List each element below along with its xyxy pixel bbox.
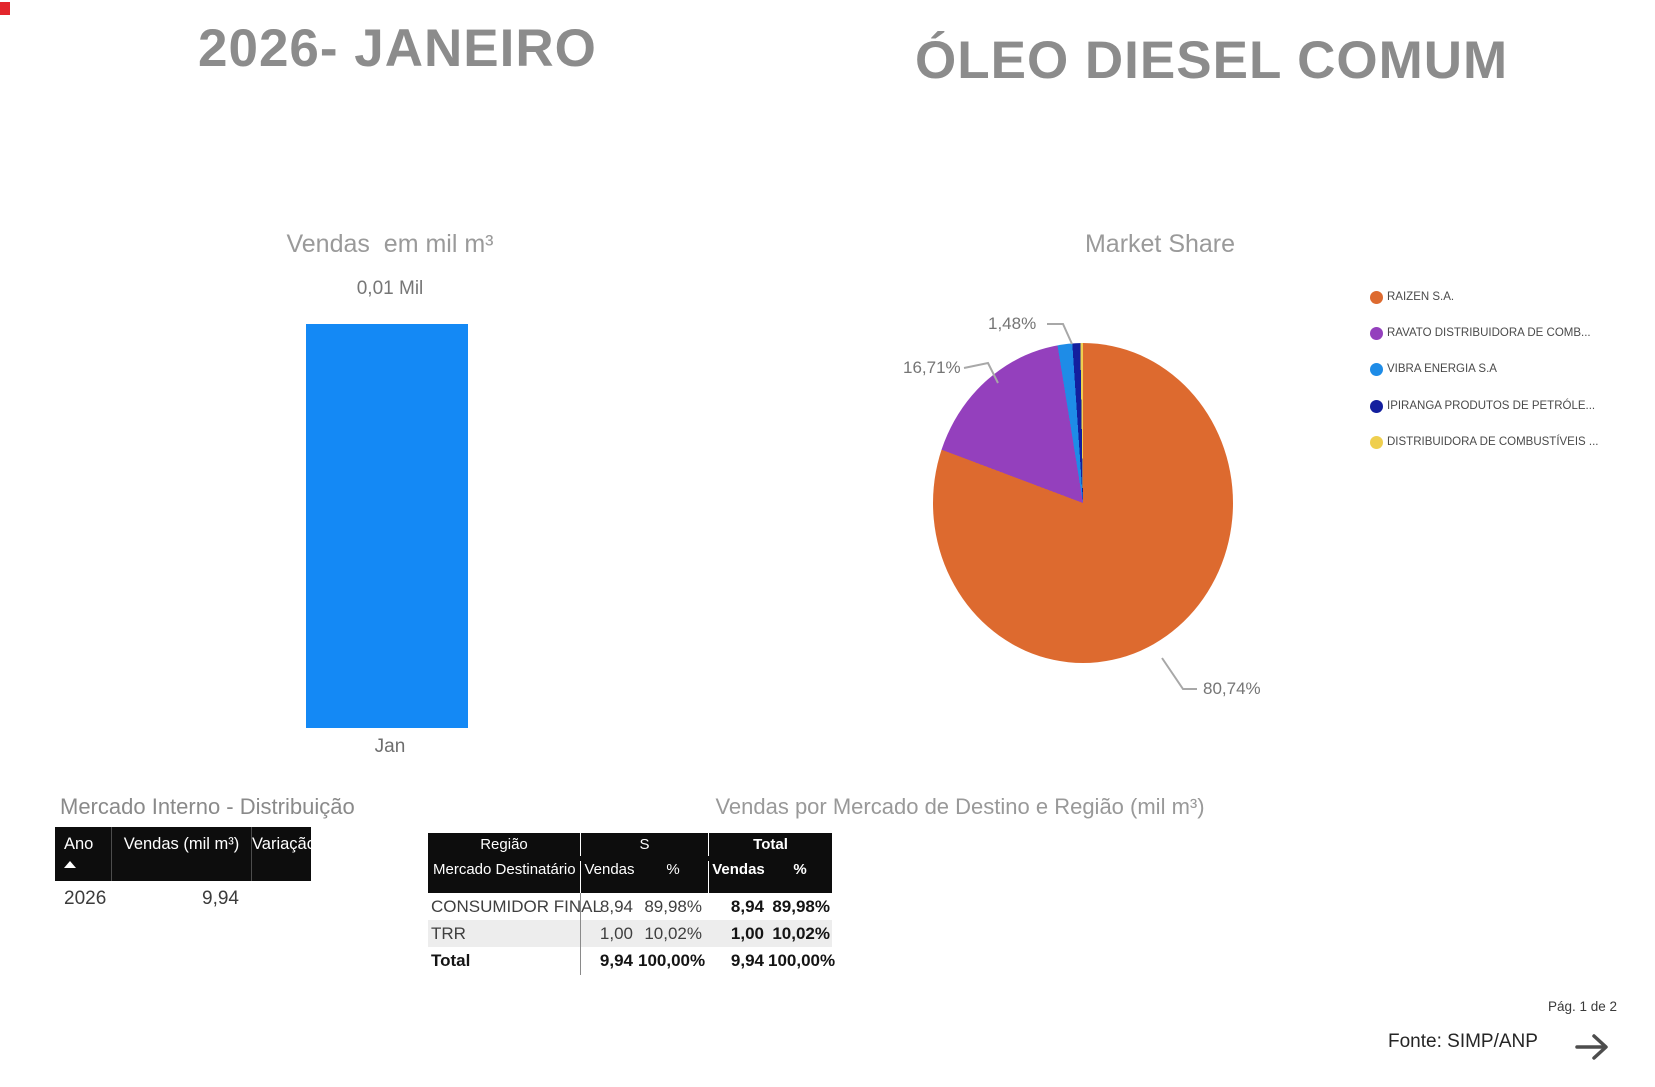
group-header-regiao: Região — [480, 836, 528, 853]
legend-label: VIBRA ENERGIA S.A — [1387, 363, 1497, 375]
corner-artifact — [0, 2, 10, 15]
table-row: CONSUMIDOR FINAL 8,94 89,98% 8,94 89,98% — [428, 893, 832, 920]
page-indicator: Pág. 1 de 2 — [1548, 999, 1618, 1014]
cell-variacao — [251, 888, 311, 910]
column-header-mercado[interactable]: Mercado Destinatário — [433, 861, 576, 878]
pie-callout-raizen: 80,74% — [1203, 679, 1261, 698]
cell-vendas: 9,94 — [202, 888, 239, 909]
cell-vendas-s: 8,94 — [599, 896, 633, 916]
column-header-vendas-total[interactable]: Vendas — [708, 861, 768, 893]
column-header-vendas-s[interactable]: Vendas — [580, 861, 638, 893]
pie-leader-lines — [963, 323, 1197, 690]
pie-legend: RAIZEN S.A. RAVATO DISTRIBUIDORA DE COMB… — [1370, 289, 1630, 459]
internal-market-table-title: Mercado Interno - Distribuição — [60, 794, 355, 819]
table-header-row: Mercado Destinatário Vendas % Vendas % — [428, 856, 832, 893]
bar-data-label: 0,01 Mil — [356, 278, 424, 299]
cell-vendas-total: 8,94 — [730, 896, 764, 916]
source-label: Fonte: SIMP/ANP — [1388, 1031, 1538, 1052]
cell-ano: 2026 — [64, 888, 107, 909]
column-header-ano[interactable]: Ano — [55, 827, 111, 881]
legend-label: RAVATO DISTRIBUIDORA DE COMB... — [1387, 327, 1591, 339]
table-row: 2026 9,94 — [55, 888, 311, 910]
cell-vendas-s: 9,94 — [599, 950, 633, 970]
legend-dot-icon — [1370, 290, 1383, 304]
cell-vendas-s: 1,00 — [599, 923, 633, 943]
column-header-variacao[interactable]: Variação — [251, 827, 316, 881]
cell-vendas-total: 9,94 — [730, 950, 764, 970]
cell-vendas-total: 1,00 — [730, 923, 764, 943]
pie-chart-title: Market Share — [1084, 230, 1236, 258]
legend-dot-icon — [1370, 435, 1383, 449]
group-header-total: Total — [708, 833, 832, 856]
cell-pct-total: 10,02% — [772, 923, 830, 943]
legend-label: IPIRANGA PRODUTOS DE PETRÓLE... — [1387, 400, 1596, 412]
legend-label: DISTRIBUIDORA DE COMBUSTÍVEIS ... — [1387, 436, 1599, 448]
next-page-arrow-icon[interactable] — [1572, 1026, 1612, 1068]
legend-label: RAIZEN S.A. — [1387, 291, 1455, 303]
page-title-product: ÓLEO DIESEL COMUM — [915, 31, 1509, 90]
column-header-label: Ano — [64, 835, 94, 853]
legend-item-vibra[interactable]: VIBRA ENERGIA S.A — [1370, 361, 1497, 377]
cell-pct-s: 100,00% — [638, 950, 706, 970]
pie-callout-vibra: 1,48% — [988, 314, 1037, 333]
page-title-period: 2026- JANEIRO — [198, 19, 597, 78]
column-header-vendas[interactable]: Vendas (mil m³) — [111, 827, 251, 881]
cell-pct-total: 100,00% — [768, 950, 836, 970]
sort-ascending-icon — [64, 861, 76, 868]
table-column-divider — [580, 893, 581, 975]
cell-pct-s: 89,98% — [644, 896, 702, 916]
legend-dot-icon — [1370, 362, 1383, 376]
legend-dot-icon — [1370, 326, 1383, 340]
bar-jan[interactable] — [306, 324, 468, 728]
legend-item-distribuidora[interactable]: DISTRIBUIDORA DE COMBUSTÍVEIS ... — [1370, 434, 1599, 450]
legend-dot-icon — [1370, 399, 1383, 413]
cell-mercado: CONSUMIDOR FINAL — [431, 896, 602, 916]
table-total-row: Total 9,94 100,00% 9,94 100,00% — [428, 947, 836, 974]
cell-mercado: Total — [431, 950, 471, 970]
bar-category-label: Jan — [374, 736, 406, 757]
destination-table-title: Vendas por Mercado de Destino e Região (… — [715, 794, 1205, 819]
cell-mercado: TRR — [431, 923, 466, 943]
legend-item-ipiranga[interactable]: IPIRANGA PRODUTOS DE PETRÓLE... — [1370, 398, 1595, 414]
column-header-pct-s[interactable]: % — [666, 861, 680, 878]
column-group-row: Região S Total — [428, 833, 832, 856]
table-row: TRR 1,00 10,02% 1,00 10,02% — [428, 920, 832, 947]
legend-item-raizen[interactable]: RAIZEN S.A. — [1370, 289, 1454, 305]
internal-market-table: Ano Vendas (mil m³) Variação 2026 9,94 — [55, 827, 316, 910]
group-header-s: S — [580, 833, 708, 856]
legend-item-ravato[interactable]: RAVATO DISTRIBUIDORA DE COMB... — [1370, 325, 1591, 341]
cell-pct-total: 89,98% — [772, 896, 830, 916]
bar-chart-title: Vendas em mil m³ — [286, 230, 494, 258]
column-header-pct-total[interactable]: % — [793, 861, 807, 878]
cell-pct-s: 10,02% — [644, 923, 702, 943]
pie-callout-ravato: 16,71% — [903, 358, 961, 377]
pie-chart[interactable] — [933, 343, 1233, 663]
destination-table: Região S Total Mercado Destinatário Vend… — [428, 833, 836, 974]
table-header-row: Ano Vendas (mil m³) Variação — [55, 827, 316, 881]
